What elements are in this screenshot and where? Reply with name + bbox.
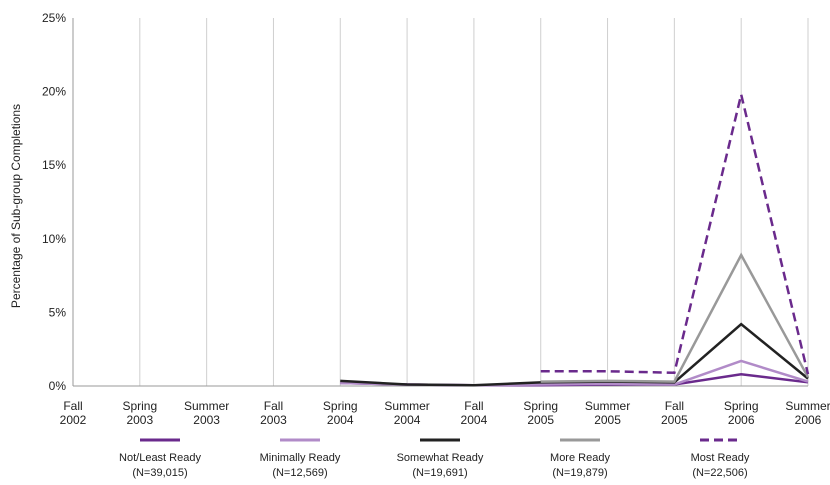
x-tick-label: Summer 2003 [184,399,229,427]
legend-count: (N=19,879) [552,467,607,479]
y-tick-label: 15% [42,158,66,172]
y-axis-label: Percentage of Sub-group Completions [9,104,23,308]
x-tick-label: Fall 2004 [461,399,488,427]
y-tick-label: 20% [42,85,66,99]
series-line-3 [340,322,809,387]
axes [72,18,808,387]
series-line-5 [540,94,810,375]
x-tick-label: Summer 2005 [585,399,630,427]
x-tick-label: Fall 2003 [260,399,287,427]
x-tick-label: Spring 2003 [122,399,157,427]
y-tick-label: 25% [42,11,66,25]
legend-count: (N=22,506) [692,467,747,479]
series-lines [340,94,810,387]
x-tick-labels: Fall 2002 Spring 2003 Summer 2003 Fall 2003 Spri… [60,399,830,427]
x-tick-label: Summer 2004 [384,399,429,427]
legend-label: Minimally Ready [260,452,341,464]
legend-count: (N=19,691) [412,467,467,479]
legend: Not/Least Ready (N=39,015) Minimally Ready… [119,438,750,479]
legend-label: More Ready [550,452,610,464]
series-line-4 [540,252,810,383]
gridlines [139,18,809,386]
legend-count: (N=39,015) [132,467,187,479]
x-tick-label: Fall 2005 [661,399,688,427]
x-tick-label: Summer 2006 [785,399,830,427]
legend-label: Most Ready [691,452,750,464]
x-tick-label: Spring 2005 [523,399,558,427]
x-tick-label: Fall 2002 [60,399,87,427]
y-tick-label: 0% [49,379,67,393]
legend-label: Not/Least Ready [119,452,201,464]
y-tick-label: 10% [42,232,66,246]
y-tick-labels: 0% 5% 10% 15% 20% 25% [42,11,66,393]
y-tick-label: 5% [49,305,67,319]
legend-label: Somewhat Ready [397,452,484,464]
legend-count: (N=12,569) [272,467,327,479]
x-tick-label: Spring 2006 [724,399,759,427]
x-tick-label: Spring 2004 [323,399,358,427]
